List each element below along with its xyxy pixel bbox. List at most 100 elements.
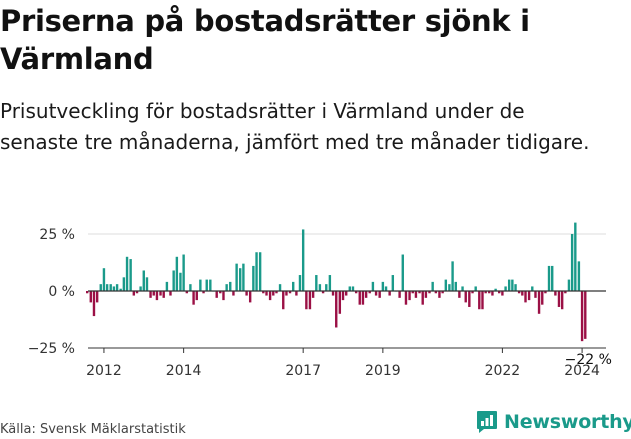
bar [348,286,351,291]
bar [215,291,218,298]
bar [364,291,368,298]
bar [175,256,179,291]
bar [441,291,444,294]
bar [488,291,491,294]
bar [321,291,325,294]
bar [458,291,461,298]
bar-series [86,222,587,342]
bar [155,291,159,301]
bar [132,291,136,296]
bar [275,291,278,294]
newsworthy-logo-icon [477,411,497,433]
bar [205,279,208,291]
bar [564,291,567,294]
bar [358,291,361,305]
bar [99,284,102,291]
bar [424,291,428,298]
bar [308,291,312,310]
bar [315,275,318,291]
bar [282,291,285,310]
bar [584,291,587,339]
bar [354,291,358,294]
bar [185,291,189,294]
bar [245,291,248,296]
bar [554,291,557,296]
bar [222,291,225,301]
bar [268,291,272,301]
y-tick-label: 25 % [39,227,75,243]
bar [288,291,292,294]
bar [511,279,514,291]
bar [262,291,265,294]
bar [229,281,232,291]
bar [172,270,175,291]
bar [139,286,142,291]
bar [560,291,564,310]
bar [494,288,497,291]
brand-logo[interactable]: Newsworthy [476,408,631,436]
bar [381,281,385,291]
axes [88,290,606,353]
bar [119,288,122,291]
bar [129,259,132,291]
bar [265,291,268,296]
last-value-annotation: −22 % [565,352,612,368]
bar [199,279,202,291]
bar [471,291,474,294]
bar [235,263,238,291]
bar [531,286,534,291]
bar [468,291,471,307]
bar [411,291,414,294]
bar [292,281,295,291]
x-tick-label: 2014 [166,363,202,379]
x-tick-label: 2017 [285,363,321,379]
bar [301,229,305,291]
bar [295,291,298,296]
bar [580,291,584,342]
bar [219,291,222,294]
bar [574,222,577,291]
bar [345,291,348,296]
bar [461,286,464,291]
bar [179,272,182,291]
bar [115,284,119,291]
bar [491,291,494,296]
x-tick-label: 2019 [365,363,401,379]
bar [444,279,448,291]
bar [428,291,431,294]
bar [524,291,527,303]
bar [384,286,388,291]
bar [258,252,262,291]
bar [338,291,342,314]
x-tick-label: 2024 [564,363,600,379]
bar [541,291,544,305]
bar [92,291,96,317]
bar [501,291,504,296]
bar [408,291,411,301]
y-tick-label: 0 % [48,284,75,300]
x-tick-label: 2022 [485,363,521,379]
bar [195,291,198,301]
bar [401,254,404,291]
bar [248,291,252,303]
bar [570,234,574,291]
bar [335,291,338,328]
bar [95,291,99,303]
bar [537,291,541,314]
bar [388,291,391,296]
bar [311,291,315,298]
bar [331,291,335,296]
bar [398,291,401,298]
chart-subtitle: Prisutveckling för bostadsrätter i Värml… [0,99,590,154]
bar [434,291,438,294]
bar [125,256,129,291]
bar [484,291,487,294]
bar [192,291,195,305]
bar [451,261,454,291]
bar [418,291,421,294]
bar [481,291,484,310]
bar [169,291,172,296]
bar [298,275,302,291]
bar [341,291,345,301]
bar [464,291,467,303]
